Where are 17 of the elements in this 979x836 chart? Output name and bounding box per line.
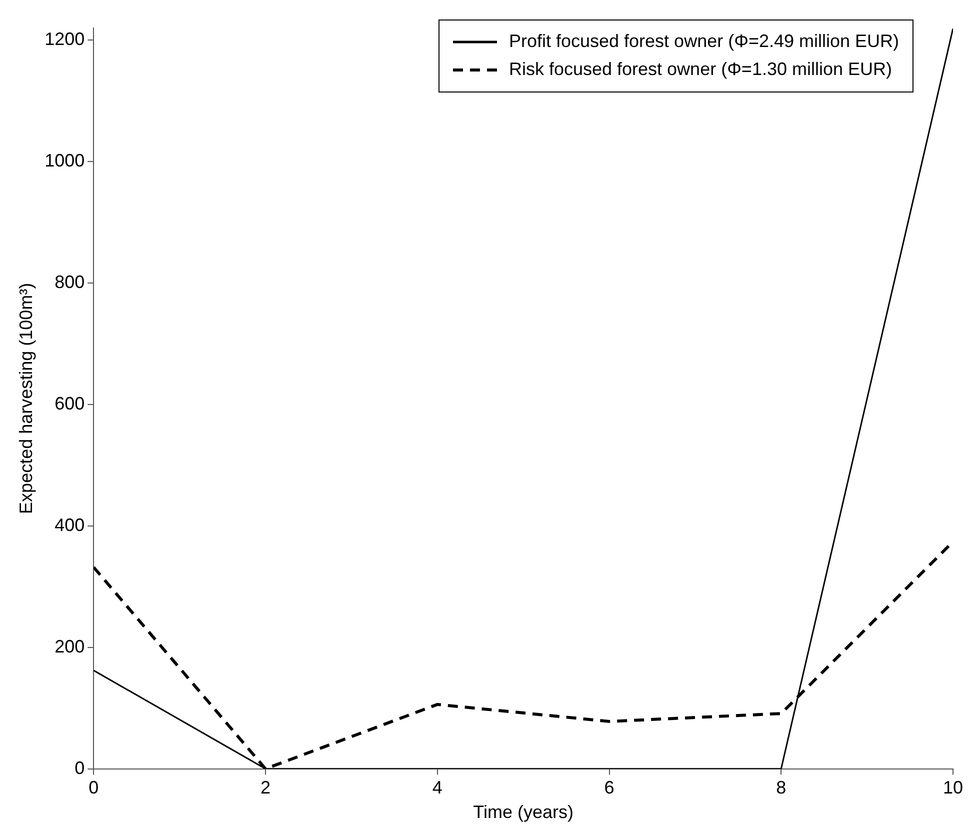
y-tick-label: 1000 — [44, 150, 85, 171]
y-tick-label: 600 — [54, 393, 85, 414]
x-tick-label: 2 — [260, 778, 271, 798]
y-axis-title: Expected harvesting (100m³) — [16, 282, 36, 514]
y-tick-label: 0 — [74, 758, 85, 778]
y-tick-label: 800 — [54, 272, 85, 292]
x-tick-label: 6 — [604, 778, 614, 798]
y-tick-label: 400 — [54, 514, 85, 535]
x-tick-label: 8 — [776, 778, 786, 798]
x-tick-label: 0 — [88, 778, 99, 798]
y-tick-label: 1200 — [44, 29, 85, 50]
x-axis-title: Time (years) — [473, 802, 574, 822]
x-tick-label: 4 — [432, 778, 442, 798]
y-tick-label: 200 — [54, 636, 85, 656]
legend-label: Risk focused forest owner (Φ=1.30 million EUR) — [508, 58, 892, 79]
x-tick-label: 10 — [942, 778, 964, 798]
legend-label: Profit focused forest owner (Φ=2.49 million EUR) — [508, 30, 899, 51]
